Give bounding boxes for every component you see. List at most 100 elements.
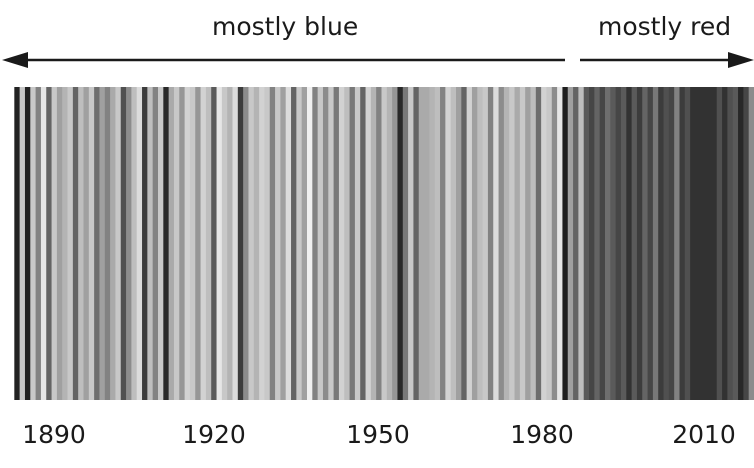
stripe bbox=[706, 87, 713, 400]
stripe bbox=[328, 87, 335, 400]
stripe bbox=[402, 87, 409, 400]
stripe bbox=[296, 87, 303, 400]
mostly-blue-arrow bbox=[2, 52, 565, 68]
stripe bbox=[674, 87, 681, 400]
stripe bbox=[722, 87, 728, 400]
stripe bbox=[221, 87, 228, 400]
stripe bbox=[557, 87, 564, 400]
stripe bbox=[440, 87, 446, 400]
stripe bbox=[684, 87, 691, 400]
stripe bbox=[275, 87, 281, 400]
stripe bbox=[264, 87, 271, 400]
stripe bbox=[700, 87, 707, 400]
stripe bbox=[679, 87, 686, 400]
x-tick-label: 1980 bbox=[510, 420, 574, 449]
stripe bbox=[317, 87, 324, 400]
stripe bbox=[126, 87, 132, 400]
stripe bbox=[546, 87, 553, 400]
stripe bbox=[152, 87, 159, 400]
stripe bbox=[216, 87, 223, 400]
stripe bbox=[349, 87, 356, 400]
stripe bbox=[99, 87, 106, 400]
stripe bbox=[94, 87, 101, 400]
stripe bbox=[487, 87, 494, 400]
stripe bbox=[392, 87, 399, 400]
stripe bbox=[610, 87, 617, 400]
stripe bbox=[642, 87, 649, 400]
stripe bbox=[567, 87, 574, 400]
stripe bbox=[525, 87, 532, 400]
stripe bbox=[668, 87, 675, 400]
stripe bbox=[408, 87, 415, 400]
stripe bbox=[365, 87, 372, 400]
stripe bbox=[173, 87, 180, 400]
stripe bbox=[83, 87, 90, 400]
stripe bbox=[663, 87, 670, 400]
stripe bbox=[344, 87, 351, 400]
stripe bbox=[620, 87, 627, 400]
stripe bbox=[24, 87, 31, 400]
stripe bbox=[280, 87, 287, 400]
stripe bbox=[40, 87, 47, 400]
stripe bbox=[120, 87, 127, 400]
stripe bbox=[418, 87, 425, 400]
annotation-mostly-red: mostly red bbox=[598, 12, 732, 41]
stripe bbox=[67, 87, 74, 400]
stripe bbox=[482, 87, 489, 400]
stripe bbox=[514, 87, 521, 400]
stripe bbox=[62, 87, 69, 400]
stripe bbox=[743, 87, 750, 400]
stripe bbox=[115, 87, 122, 400]
stripe bbox=[104, 87, 111, 400]
stripe bbox=[732, 87, 739, 400]
stripe bbox=[535, 87, 542, 400]
stripe bbox=[413, 87, 420, 400]
stripe bbox=[461, 87, 468, 400]
stripe bbox=[147, 87, 154, 400]
stripe bbox=[72, 87, 79, 400]
stripe bbox=[179, 87, 186, 400]
stripe bbox=[599, 87, 606, 400]
stripe bbox=[376, 87, 383, 400]
stripe bbox=[360, 87, 367, 400]
mostly-red-arrow bbox=[580, 52, 754, 68]
stripes-group bbox=[9, 87, 754, 400]
stripe bbox=[158, 87, 164, 400]
annotation-mostly-blue: mostly blue bbox=[212, 12, 359, 41]
stripe bbox=[291, 87, 297, 400]
stripe bbox=[205, 87, 212, 400]
stripe bbox=[285, 87, 292, 400]
stripe bbox=[493, 87, 500, 400]
stripe bbox=[237, 87, 244, 400]
stripe bbox=[9, 87, 15, 400]
stripe bbox=[333, 87, 340, 400]
stripe bbox=[243, 87, 250, 400]
stripe bbox=[551, 87, 558, 400]
stripe bbox=[136, 87, 143, 400]
stripe bbox=[195, 87, 202, 400]
stripe bbox=[14, 87, 21, 400]
stripe bbox=[636, 87, 643, 400]
stripe bbox=[647, 87, 654, 400]
stripe bbox=[211, 87, 218, 400]
stripe bbox=[727, 87, 734, 400]
stripe bbox=[253, 87, 260, 400]
stripe bbox=[562, 87, 569, 400]
stripe bbox=[519, 87, 526, 400]
stripe bbox=[269, 87, 276, 400]
stripe bbox=[189, 87, 196, 400]
stripe bbox=[583, 87, 590, 400]
stripe bbox=[354, 87, 361, 400]
stripe bbox=[626, 87, 633, 400]
stripe bbox=[307, 87, 313, 400]
x-tick-label: 2010 bbox=[672, 420, 736, 449]
stripe bbox=[429, 87, 436, 400]
stripe bbox=[381, 87, 388, 400]
stripe bbox=[46, 87, 53, 400]
stripe bbox=[78, 87, 85, 400]
stripe bbox=[652, 87, 659, 400]
stripe bbox=[690, 87, 697, 400]
stripe bbox=[471, 87, 478, 400]
stripe bbox=[477, 87, 484, 400]
